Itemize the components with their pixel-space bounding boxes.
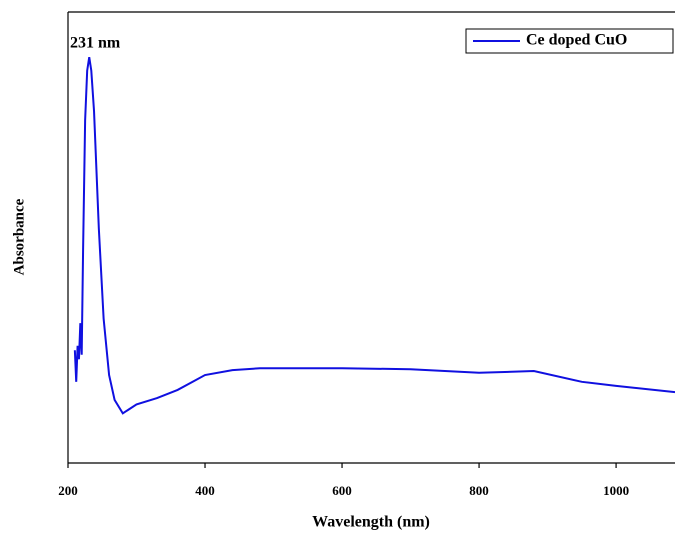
annotation: 231 nm — [70, 35, 121, 52]
legend-label: Ce doped CuO — [526, 32, 627, 49]
data-line — [73, 56, 675, 415]
x-tick-label: 400 — [195, 483, 215, 498]
y-axis-label: Absorbance — [11, 198, 27, 275]
x-tick-label: 1000 — [603, 483, 629, 498]
x-tick-label: 200 — [58, 483, 78, 498]
x-tick-label: 600 — [332, 483, 352, 498]
x-axis-label: Wavelength (nm) — [312, 514, 430, 531]
x-tick-label: 800 — [469, 483, 489, 498]
